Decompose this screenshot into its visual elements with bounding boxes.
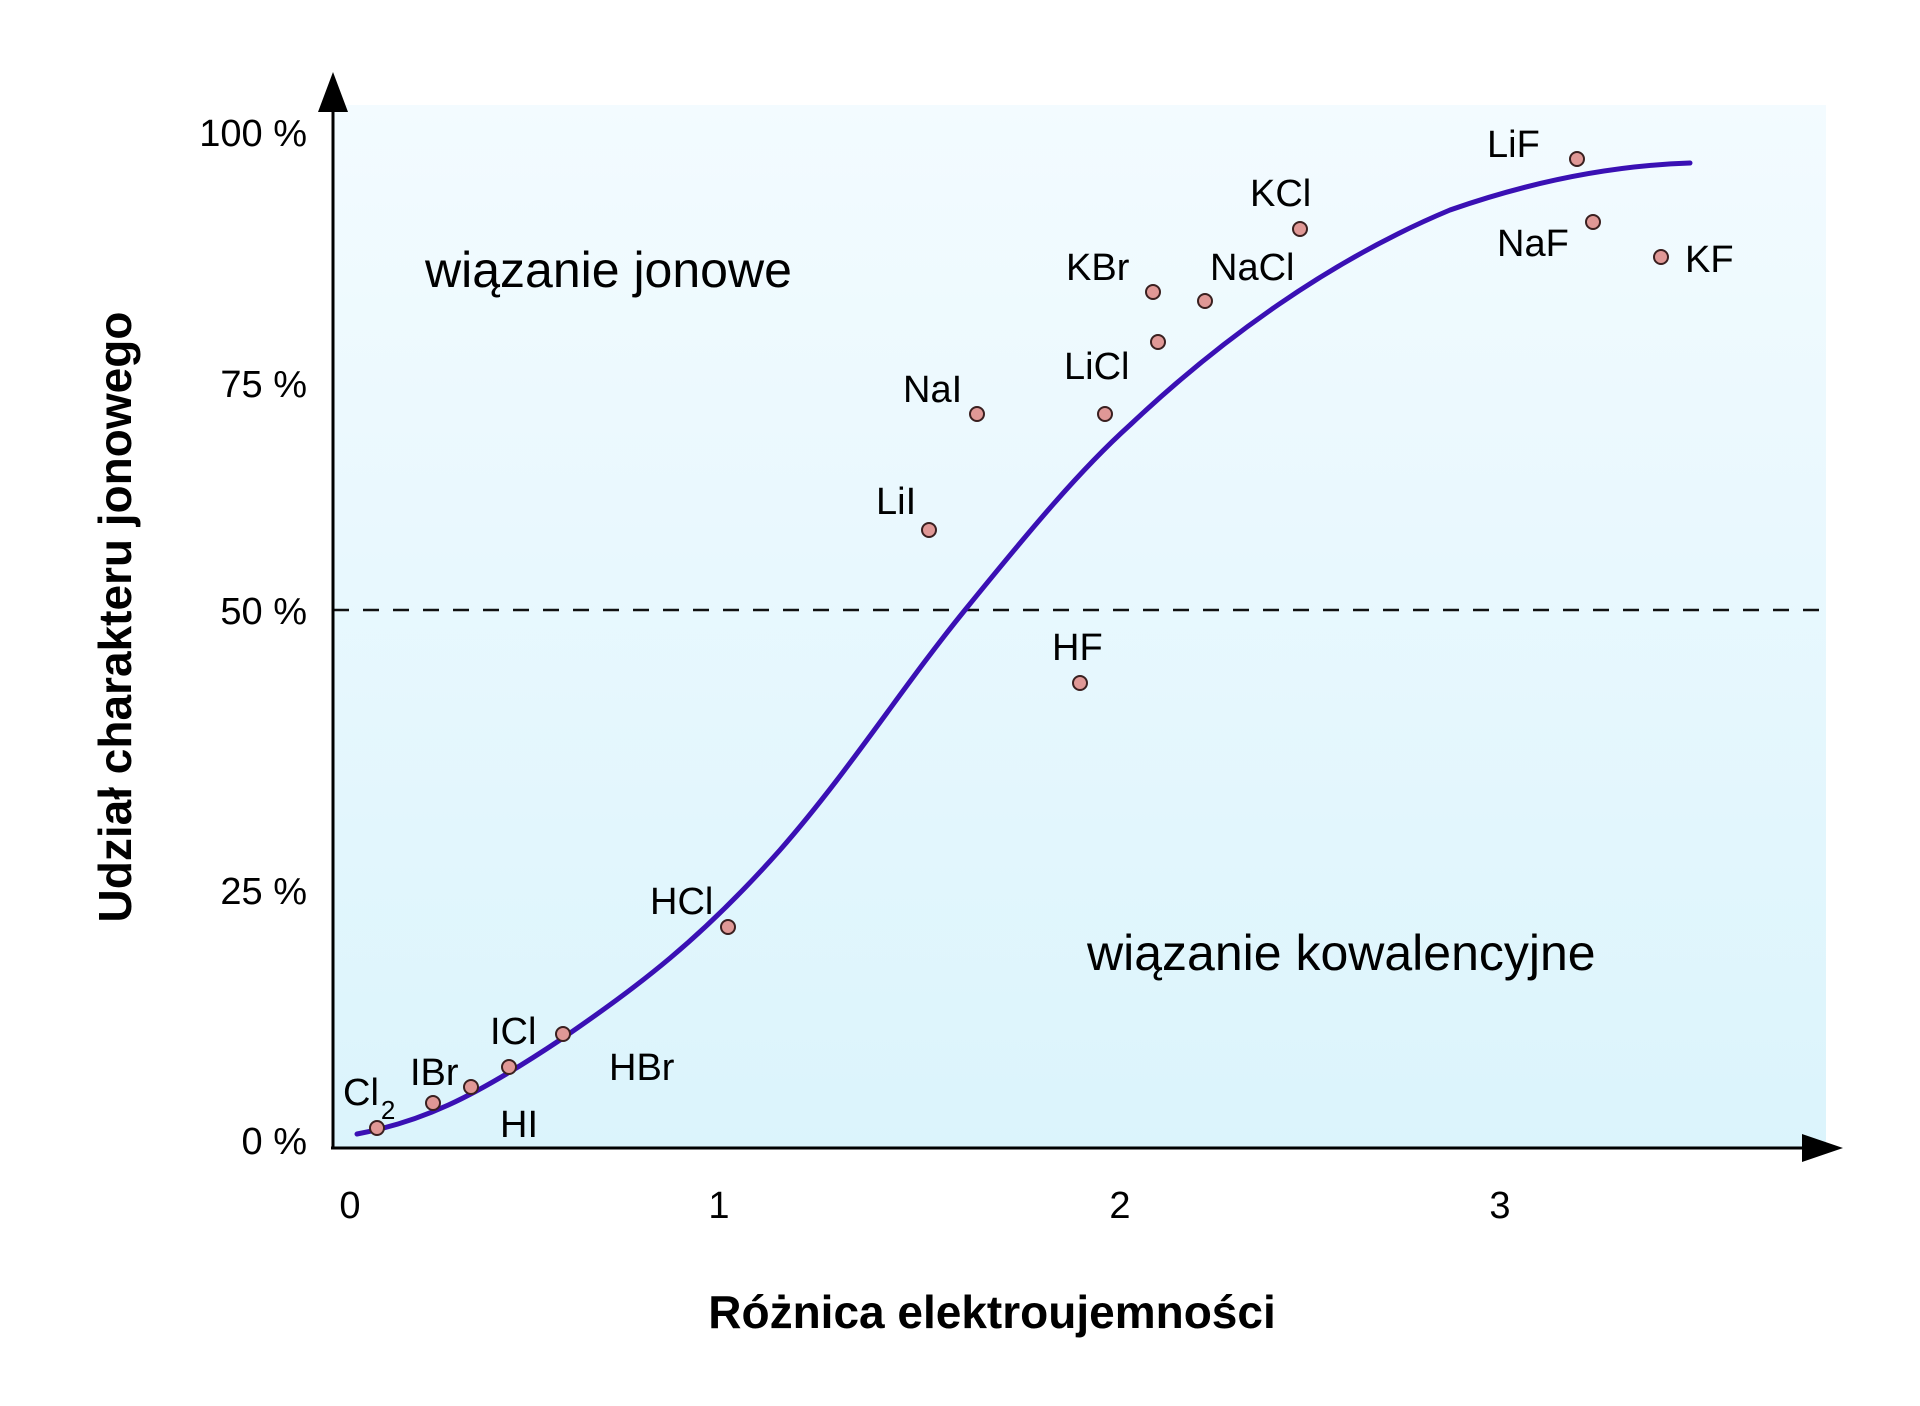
point-icl: [501, 1059, 517, 1075]
point-hi: [463, 1079, 479, 1095]
x-tick-3: 3: [1489, 1185, 1510, 1227]
point-kcl: [1292, 221, 1308, 237]
x-tick-2: 2: [1109, 1185, 1130, 1227]
label-hcl: HCl: [650, 881, 713, 923]
y-tick-50: 50 %: [220, 591, 307, 633]
covalent-bond-region-label: wiązanie kowalencyjne: [1086, 925, 1596, 981]
label-naf: NaF: [1497, 223, 1569, 265]
point-unlabeled: [1150, 334, 1166, 350]
ionic-bond-region-label: wiązanie jonowe: [424, 242, 792, 298]
label-nai: NaI: [903, 369, 962, 411]
point-nai: [969, 406, 985, 422]
x-axis-arrow-icon: [1802, 1134, 1843, 1162]
label-hi: HI: [500, 1104, 538, 1146]
label-icl: ICl: [490, 1011, 536, 1053]
point-nacl: [1197, 293, 1213, 309]
label-kcl: KCl: [1250, 173, 1311, 215]
point-lif: [1569, 151, 1585, 167]
y-tick-25: 25 %: [220, 871, 307, 913]
label-ibr: IBr: [410, 1052, 459, 1094]
point-lii: [921, 522, 937, 538]
y-tick-0: 0 %: [242, 1121, 307, 1163]
y-tick-100: 100 %: [199, 113, 307, 155]
point-hf: [1072, 675, 1088, 691]
label-kbr: KBr: [1066, 247, 1130, 289]
x-tick-0: 0: [339, 1185, 360, 1227]
y-tick-75: 75 %: [220, 364, 307, 406]
point-hcl: [720, 919, 736, 935]
point-kf: [1653, 249, 1669, 265]
x-tick-1: 1: [708, 1185, 729, 1227]
plot-area: [333, 105, 1826, 1148]
point-cl2: [369, 1120, 385, 1136]
point-ibr: [425, 1095, 441, 1111]
point-kbr: [1145, 284, 1161, 300]
label-hf: HF: [1052, 627, 1103, 669]
y-axis-title: Udział charakteru jonowego: [89, 312, 141, 923]
point-naf: [1585, 214, 1601, 230]
label-hbr: HBr: [609, 1047, 675, 1089]
label-lif: LiF: [1487, 124, 1540, 166]
label-kf: KF: [1685, 239, 1734, 281]
point-hbr: [555, 1026, 571, 1042]
label-lii: LiI: [876, 481, 916, 523]
label-cl2: Cl2: [343, 1072, 395, 1125]
point-licl: [1097, 406, 1113, 422]
label-licl: LiCl: [1064, 346, 1129, 388]
y-axis-arrow-icon: [318, 72, 348, 112]
x-axis-title: Różnica elektroujemności: [708, 1286, 1276, 1338]
data-points: [369, 151, 1669, 1136]
label-nacl: NaCl: [1210, 247, 1294, 289]
